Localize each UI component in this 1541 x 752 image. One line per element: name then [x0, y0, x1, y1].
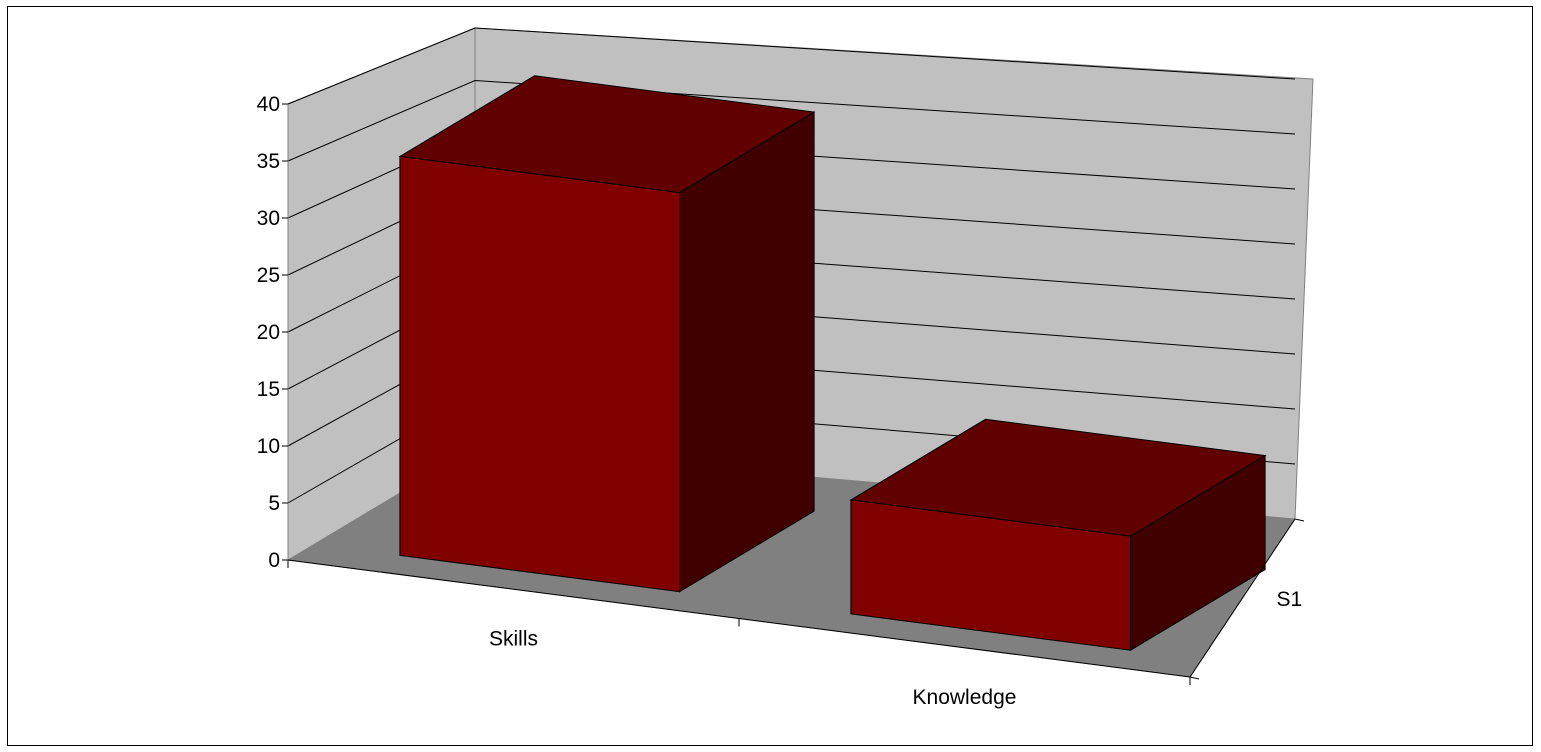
y-tick-label: 10 [257, 435, 280, 458]
bar-skills [398, 75, 816, 593]
bar-front [850, 499, 1131, 651]
bar-front [399, 155, 680, 593]
bar-knowledge [849, 418, 1267, 652]
y-tick-label: 15 [257, 378, 280, 401]
y-tick-label: 25 [257, 264, 280, 287]
depth-tick [1294, 518, 1305, 522]
y-tick-label: 40 [257, 93, 280, 116]
series-label: S1 [1277, 588, 1303, 611]
chart-svg: 0 5 10 15 20 25 30 35 40 S1 Skills Knowledge [7, 6, 1533, 746]
y-tick-label: 20 [257, 321, 280, 344]
depth-axis-line [1189, 518, 1296, 678]
gridline [287, 79, 1296, 162]
gridline [287, 27, 1296, 105]
y-tick-label: 0 [268, 549, 280, 572]
chart-frame: 0 5 10 15 20 25 30 35 40 S1 Skills Knowledge [7, 6, 1533, 746]
y-tick-label: 35 [257, 150, 280, 173]
x-category-label: Skills [489, 627, 538, 650]
y-tick-label: 30 [257, 207, 280, 230]
depth-tick [1189, 676, 1200, 680]
bar-side [679, 111, 815, 593]
x-category-label: Knowledge [913, 686, 1017, 709]
y-tick-label: 5 [268, 492, 280, 515]
